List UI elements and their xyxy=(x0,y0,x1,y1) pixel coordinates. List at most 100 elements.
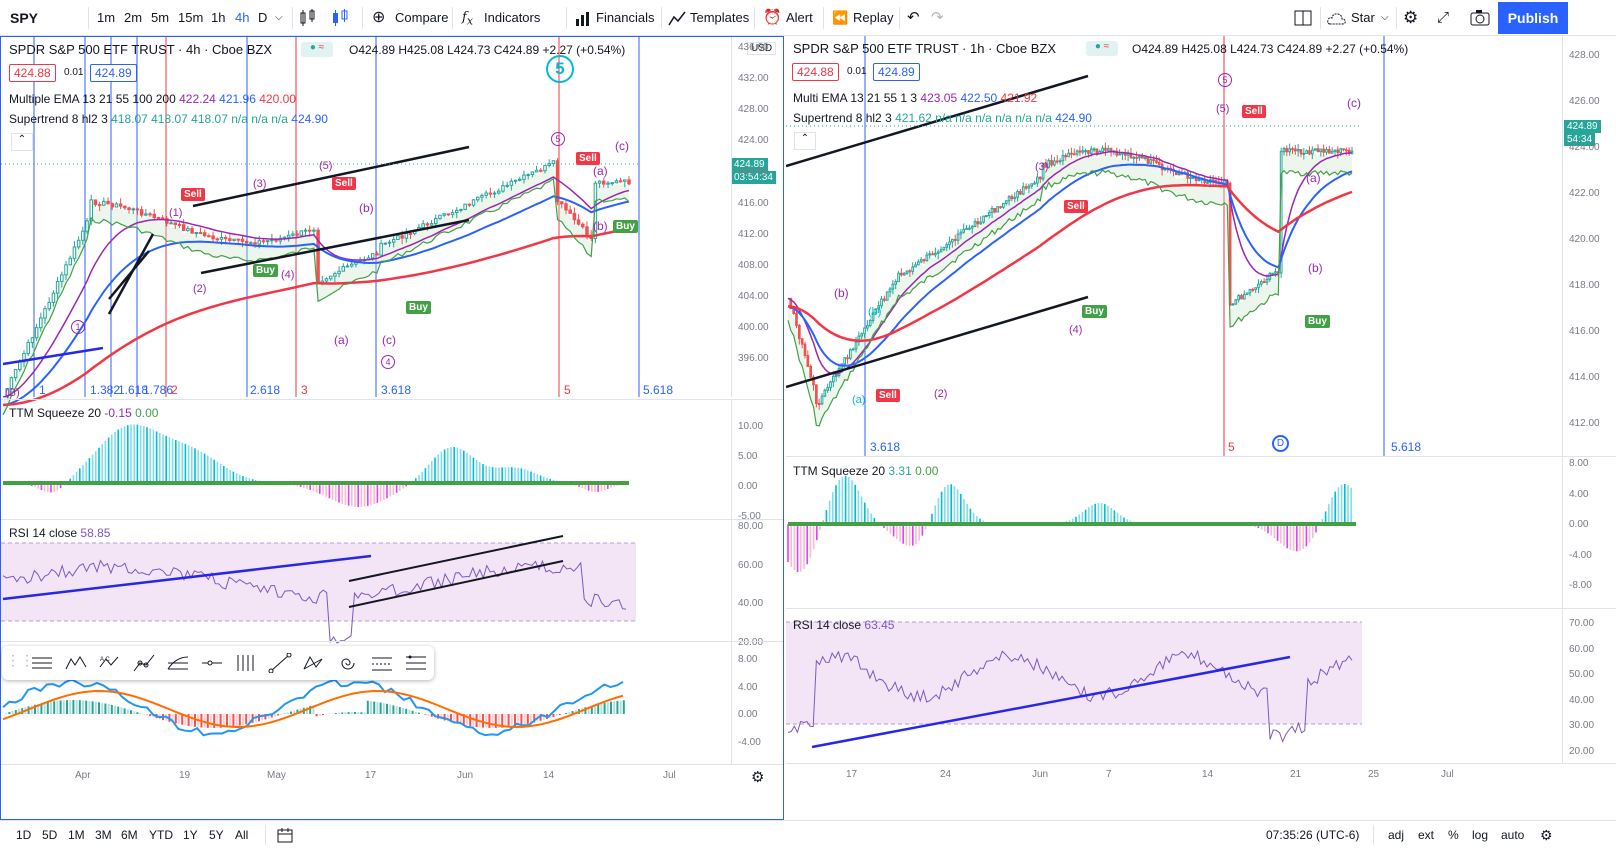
candle-body xyxy=(186,228,190,231)
right-bid-box[interactable]: 424.88 xyxy=(792,63,839,81)
pattern-tool-icon[interactable] xyxy=(302,653,326,673)
right-ema-label[interactable]: Multi EMA 13 21 55 1 3 423.05 422.50 421… xyxy=(793,91,1038,105)
horizontal-ray-icon[interactable] xyxy=(200,653,224,673)
log-toggle[interactable]: log xyxy=(1472,828,1489,842)
left-symbol-title[interactable]: SPDR S&P 500 ETF TRUST · 4h · Cboe BZX xyxy=(9,42,272,57)
right-ask-box[interactable]: 424.89 xyxy=(873,63,920,81)
compare-button[interactable]: Compare xyxy=(395,10,449,25)
left-ema-label[interactable]: Multiple EMA 13 21 55 100 200 422.24 421… xyxy=(9,92,296,106)
clock-time[interactable]: 07:35:26 (UTC-6) xyxy=(1266,828,1360,842)
fib-channel-icon[interactable] xyxy=(166,653,190,673)
indicators-button[interactable]: Indicators xyxy=(484,10,541,25)
right-chart-canvas[interactable] xyxy=(786,36,1616,820)
gann-spiral-icon[interactable] xyxy=(336,653,360,673)
horizontal-lines-icon[interactable] xyxy=(30,653,54,673)
compare-plus-icon[interactable]: ⊕ xyxy=(372,9,386,26)
templates-button[interactable]: Templates xyxy=(690,10,750,25)
publish-button[interactable]: Publish xyxy=(1498,2,1568,34)
candle-body xyxy=(1330,150,1334,154)
ext-toggle[interactable]: ext xyxy=(1418,828,1435,842)
left-macd-axis[interactable]: 8.00 4.00 0.00 -4.00 xyxy=(731,641,783,765)
left-market-status-icon[interactable]: ● ≈ xyxy=(301,42,333,57)
templates-icon[interactable] xyxy=(668,10,688,28)
left-chart-canvas[interactable] xyxy=(1,37,784,820)
candle-body xyxy=(1021,186,1025,195)
path-tool-icon[interactable] xyxy=(132,653,156,673)
right-fib-3618: 3.618 xyxy=(870,440,901,454)
camera-snapshot-icon[interactable] xyxy=(1470,9,1490,27)
range-5D[interactable]: 5D xyxy=(42,828,58,842)
abc-wave-icon[interactable]: A C xyxy=(98,653,122,673)
left-currency-label[interactable]: USD xyxy=(747,42,777,55)
trend-line-icon[interactable] xyxy=(268,653,292,673)
goto-date-calendar-icon[interactable] xyxy=(276,827,294,843)
range-All[interactable]: All xyxy=(235,828,249,842)
layout-split-icon[interactable] xyxy=(1294,9,1312,27)
interval-D[interactable]: D xyxy=(258,10,268,25)
fullscreen-icon[interactable]: ⤢ xyxy=(1437,9,1450,26)
range-1M[interactable]: 1M xyxy=(68,828,85,842)
replay-button[interactable]: Replay xyxy=(853,10,894,25)
candles-icon[interactable] xyxy=(330,8,350,28)
right-collapse-legend-icon[interactable]: ⌃ xyxy=(794,132,816,150)
interval-5m[interactable]: 5m xyxy=(151,10,170,25)
interval-dropdown-icon[interactable]: ⌵ xyxy=(275,12,283,23)
right-chart-pane[interactable]: SPDR S&P 500 ETF TRUST · 1h · Cboe BZX ●… xyxy=(786,36,1616,820)
left-ttm-axis[interactable]: 10.00 5.00 0.00 -5.00 xyxy=(731,399,783,522)
alarm-clock-icon[interactable]: ⏰ xyxy=(763,9,782,26)
left-chart-pane[interactable]: SPDR S&P 500 ETF TRUST · 4h · Cboe BZX ●… xyxy=(0,36,784,820)
interval-4h[interactable]: 4h xyxy=(235,10,250,25)
range-YTD[interactable]: YTD xyxy=(149,828,173,842)
right-supertrend-label[interactable]: Supertrend 8 hl2 3 421.62 n/a n/a n/a n/… xyxy=(793,111,1092,125)
left-price-axis[interactable]: 436.00 432.00 428.00 424.00 420.00 416.00 412.… xyxy=(731,37,783,397)
right-rsi-label[interactable]: RSI 14 close 63.45 xyxy=(793,618,895,632)
redo-icon[interactable]: ↷ xyxy=(931,9,944,26)
right-price-axis[interactable]: 428.00 426.00 424.00 422.00 420.00 418.00 416.… xyxy=(1562,36,1616,456)
interval-2m[interactable]: 2m xyxy=(124,10,143,25)
range-5Y[interactable]: 5Y xyxy=(209,828,224,842)
right-market-status-icon[interactable]: ● ≈ xyxy=(1086,41,1118,56)
indicators-fx-icon[interactable]: fx xyxy=(462,10,473,28)
replay-rewind-icon[interactable]: ⏪ xyxy=(832,10,849,25)
right-symbol-title[interactable]: SPDR S&P 500 ETF TRUST · 1h · Cboe BZX xyxy=(793,41,1056,56)
left-ttm-label[interactable]: TTM Squeeze 20 -0.15 0.00 xyxy=(9,406,159,420)
range-1D[interactable]: 1D xyxy=(16,828,32,842)
interval-1h[interactable]: 1h xyxy=(211,10,226,25)
right-ttm-axis[interactable]: 8.00 4.00 0.00 -4.00 -8.00 xyxy=(1562,456,1616,608)
interval-1m[interactable]: 1m xyxy=(97,10,116,25)
interval-15m[interactable]: 15m xyxy=(178,10,204,25)
left-supertrend-label[interactable]: Supertrend 8 hl2 3 418.07 418.07 418.07 … xyxy=(9,112,328,126)
drag-handle-icon[interactable]: ⋮⋮ xyxy=(6,652,34,668)
auto-toggle[interactable]: auto xyxy=(1501,828,1525,842)
percent-toggle[interactable]: % xyxy=(1448,828,1459,842)
range-3M[interactable]: 3M xyxy=(95,828,112,842)
bottom-settings-gear-icon[interactable]: ⚙ xyxy=(1540,827,1553,843)
fib-retracement-icon[interactable] xyxy=(370,653,394,673)
fib-extension-icon[interactable] xyxy=(404,653,428,673)
left-rsi-axis[interactable]: 80.00 60.00 40.00 20.00 xyxy=(731,519,783,648)
elliott-wave-icon[interactable] xyxy=(64,653,88,673)
range-1Y[interactable]: 1Y xyxy=(183,828,198,842)
alert-button[interactable]: Alert xyxy=(786,10,813,25)
bar-style-icon[interactable] xyxy=(298,8,318,28)
symbol-search[interactable]: SPY xyxy=(10,10,39,26)
range-6M[interactable]: 6M xyxy=(121,828,138,842)
cloud-icon[interactable] xyxy=(1326,10,1348,28)
right-rsi-axis[interactable]: 70.00 60.00 50.00 40.00 30.00 20.00 xyxy=(1562,608,1616,763)
left-collapse-legend-icon[interactable]: ⌃ xyxy=(11,133,33,151)
left-bid-box[interactable]: 424.88 xyxy=(9,64,56,82)
financials-icon[interactable] xyxy=(574,10,592,28)
right-ttm-label[interactable]: TTM Squeeze 20 3.31 0.00 xyxy=(793,464,939,478)
left-axis-settings-gear-icon[interactable]: ⚙ xyxy=(751,769,765,786)
financials-button[interactable]: Financials xyxy=(596,10,655,25)
undo-icon[interactable]: ↶ xyxy=(907,9,920,26)
settings-gear-icon[interactable]: ⚙ xyxy=(1403,8,1419,27)
layout-dropdown-icon[interactable]: ⌵ xyxy=(1381,12,1389,23)
left-date-axis[interactable]: Apr 19 May 17 Jun 14 Jul xyxy=(1,765,731,787)
adj-toggle[interactable]: adj xyxy=(1388,828,1405,842)
left-ask-box[interactable]: 424.89 xyxy=(90,64,137,82)
star-layout-button[interactable]: Star xyxy=(1351,10,1375,25)
left-rsi-label[interactable]: RSI 14 close 58.85 xyxy=(9,526,111,540)
right-date-axis[interactable]: 17 24 Jun 7 14 21 25 Jul xyxy=(786,764,1562,786)
fib-speed-icon[interactable] xyxy=(234,653,258,673)
